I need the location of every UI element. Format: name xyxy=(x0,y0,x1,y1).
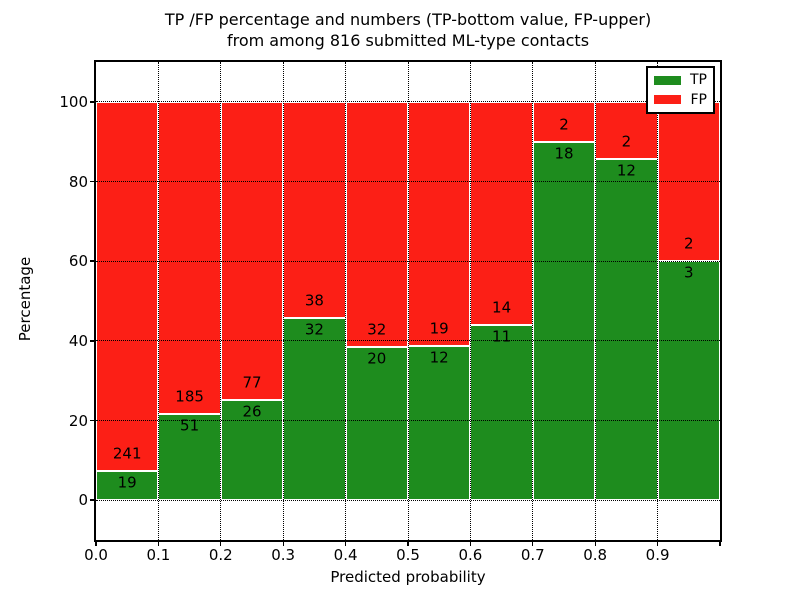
v-gridline-0.2 xyxy=(220,62,222,540)
v-gridline-0.5 xyxy=(407,62,409,540)
tp-count-label-7: 18 xyxy=(554,144,574,163)
x-tick-label-0.9: 0.9 xyxy=(645,546,670,564)
fp-count-label-3: 38 xyxy=(304,291,324,310)
x-tick-label-0.2: 0.2 xyxy=(208,546,233,564)
bar-fp-segment-4 xyxy=(345,101,408,347)
bar-fp-segment-5 xyxy=(408,101,471,346)
y-tick-label-60: 60 xyxy=(68,252,88,271)
x-tick-mark-10 xyxy=(719,542,721,546)
bar-tp-segment-3 xyxy=(283,318,346,501)
tp-count-label-3: 32 xyxy=(304,320,324,339)
fp-count-label-2: 77 xyxy=(242,373,262,392)
tp-count-label-9: 3 xyxy=(684,263,694,282)
y-tick-label-40: 40 xyxy=(68,331,88,350)
fp-count-label-1: 185 xyxy=(175,387,204,406)
legend-item-tp: TP xyxy=(654,71,707,89)
x-tick-label-0.5: 0.5 xyxy=(396,546,420,564)
bar-fp-segment-2 xyxy=(220,101,284,400)
v-gridline-0.3 xyxy=(282,62,284,540)
legend-item-fp: FP xyxy=(654,91,707,109)
y-tick-label-20: 20 xyxy=(68,411,88,430)
v-gridline-0.7 xyxy=(532,62,534,540)
x-tick-mark-3 xyxy=(282,542,284,546)
x-tick-mark-2 xyxy=(220,542,222,546)
bar-fp-segment-6 xyxy=(470,101,533,325)
bar-fp-segment-3 xyxy=(283,101,346,319)
x-tick-mark-5 xyxy=(407,542,409,546)
chart-title: TP /FP percentage and numbers (TP-bottom… xyxy=(96,9,720,51)
legend-label-fp: FP xyxy=(690,91,708,108)
bar-tp-segment-4 xyxy=(345,346,408,501)
chart-title-line1: TP /FP percentage and numbers (TP-bottom… xyxy=(164,10,652,29)
v-gridline-0.4 xyxy=(345,62,347,540)
x-tick-label-0.1: 0.1 xyxy=(146,546,171,564)
x-tick-mark-4 xyxy=(344,542,347,546)
bar-tp-segment-7 xyxy=(532,141,596,501)
y-axis-label: Percentage xyxy=(16,256,34,342)
x-tick-label-0.3: 0.3 xyxy=(271,546,296,564)
v-gridline-0.9 xyxy=(657,62,659,540)
bar-tp-segment-5 xyxy=(408,345,471,501)
x-tick-mark-8 xyxy=(594,542,596,546)
tp-count-label-4: 20 xyxy=(367,349,387,368)
x-tick-label-0.7: 0.7 xyxy=(520,546,545,564)
tp-count-label-5: 12 xyxy=(429,348,449,367)
y-tick-mark-60 xyxy=(90,260,94,262)
y-tick-mark-20 xyxy=(90,419,94,422)
y-tick-mark-100 xyxy=(90,101,94,103)
fp-color-swatch-icon xyxy=(654,95,681,105)
legend: TP FP xyxy=(646,66,715,114)
v-gridline-0.6 xyxy=(469,62,471,540)
tp-count-label-2: 26 xyxy=(242,402,262,421)
y-tick-label-0: 0 xyxy=(78,491,88,510)
bar-tp-segment-9 xyxy=(657,261,720,501)
legend-label-tp: TP xyxy=(690,72,707,89)
x-tick-mark-0 xyxy=(95,542,97,546)
chart-title-line2: from among 816 submitted ML-type contact… xyxy=(226,31,590,50)
y-tick-mark-0 xyxy=(90,499,94,501)
y-tick-label-100: 100 xyxy=(59,92,88,111)
fp-count-label-4: 32 xyxy=(367,320,387,339)
tp-count-label-1: 51 xyxy=(180,416,200,435)
plot-area: 241 19 185 51 77 26 38 32 32 20 19 12 14 11 2 18 2 12 2 3 T… xyxy=(94,60,722,542)
y-tick-mark-40 xyxy=(90,340,94,342)
v-gridline-0.1 xyxy=(157,62,159,540)
fp-count-label-0: 241 xyxy=(112,444,142,463)
bar-fp-segment-1 xyxy=(158,101,221,415)
v-gridline-0.8 xyxy=(594,62,596,540)
x-tick-mark-6 xyxy=(469,542,472,546)
y-tick-mark-80 xyxy=(90,180,94,183)
x-tick-mark-1 xyxy=(157,542,160,546)
tp-count-label-8: 12 xyxy=(616,161,636,180)
x-tick-mark-7 xyxy=(532,542,534,546)
fp-count-label-5: 19 xyxy=(429,319,449,338)
x-tick-label-0.4: 0.4 xyxy=(333,546,358,564)
tp-count-label-0: 19 xyxy=(117,473,137,492)
x-tick-mark-9 xyxy=(656,542,659,546)
bar-tp-segment-0 xyxy=(96,471,159,501)
bar-tp-segment-8 xyxy=(595,158,658,501)
x-tick-label-0.8: 0.8 xyxy=(583,546,608,564)
x-axis-label: Predicted probability xyxy=(330,568,486,586)
fp-count-label-7: 2 xyxy=(559,115,569,134)
fp-count-label-8: 2 xyxy=(621,132,632,151)
bar-fp-segment-0 xyxy=(96,101,159,472)
tp-color-swatch-icon xyxy=(654,75,681,85)
fp-count-label-6: 14 xyxy=(492,298,512,317)
x-tick-label-0.6: 0.6 xyxy=(458,546,483,564)
tp-count-label-6: 11 xyxy=(492,327,512,346)
fp-count-label-9: 2 xyxy=(684,234,694,253)
y-tick-label-80: 80 xyxy=(68,172,88,191)
x-tick-label-0.0: 0.0 xyxy=(84,546,108,564)
bar-tp-segment-6 xyxy=(470,324,533,501)
bar-tp-segment-2 xyxy=(220,399,284,501)
bar-tp-segment-1 xyxy=(158,414,221,501)
